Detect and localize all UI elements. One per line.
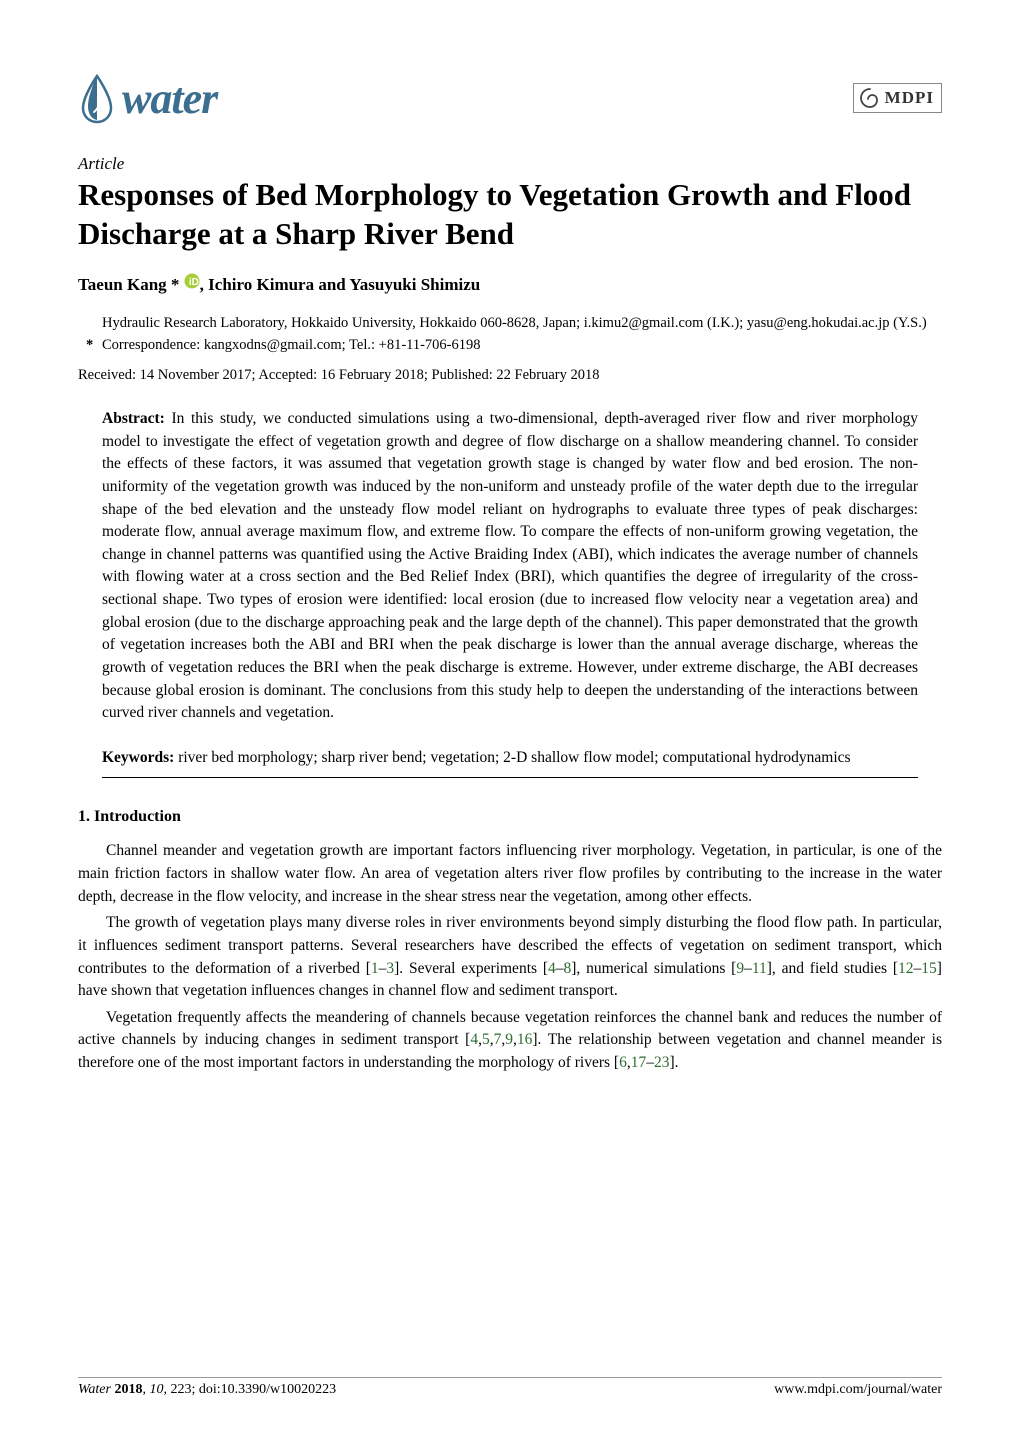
ref-link[interactable]: 4: [470, 1031, 478, 1048]
p3-text-i: ].: [669, 1054, 678, 1071]
ref-link[interactable]: 15: [921, 960, 937, 977]
p2-text-d: –: [556, 960, 564, 977]
article-type-label: Article: [78, 154, 942, 174]
abstract-block: Abstract: In this study, we conducted si…: [78, 408, 942, 725]
svg-text:iD: iD: [189, 277, 199, 288]
journal-logo: water: [78, 72, 217, 124]
ref-link[interactable]: 17: [631, 1054, 647, 1071]
author-1: Taeun Kang *: [78, 275, 179, 294]
mdpi-swirl-icon: [859, 87, 881, 109]
intro-para-3: Vegetation frequently affects the meande…: [78, 1007, 942, 1075]
keywords-label: Keywords:: [102, 749, 174, 766]
p2-text-g: ], and field studies [: [767, 960, 898, 977]
correspondence-text: Correspondence: kangxodns@gmail.com; Tel…: [102, 337, 481, 353]
ref-link[interactable]: 5: [482, 1031, 490, 1048]
p2-text-c: ]. Several experiments [: [394, 960, 548, 977]
keywords-block: Keywords: river bed morphology; sharp ri…: [78, 747, 942, 770]
page-footer: Water 2018, 10, 223; doi:10.3390/w100202…: [78, 1377, 942, 1398]
footer-year: 2018: [114, 1382, 142, 1397]
p2-text-e: ], numerical simulations [: [571, 960, 736, 977]
footer-doi: , 223; doi:10.3390/w10020223: [163, 1382, 336, 1397]
authors-rest: , Ichiro Kimura and Yasuyuki Shimizu: [200, 275, 481, 294]
affiliation-block: Hydraulic Research Laboratory, Hokkaido …: [78, 313, 942, 356]
footer-right[interactable]: www.mdpi.com/journal/water: [774, 1382, 942, 1398]
authors-line: Taeun Kang * iD , Ichiro Kimura and Yasu…: [78, 274, 942, 295]
article-dates: Received: 14 November 2017; Accepted: 16…: [78, 367, 942, 384]
ref-link[interactable]: 9: [505, 1031, 513, 1048]
separator-rule: [102, 777, 918, 778]
correspondence-line: * Correspondence: kangxodns@gmail.com; T…: [102, 335, 942, 355]
ref-link[interactable]: 23: [654, 1054, 670, 1071]
keywords-text: river bed morphology; sharp river bend; …: [174, 749, 850, 766]
publisher-name: MDPI: [885, 88, 934, 108]
intro-para-2: The growth of vegetation plays many dive…: [78, 912, 942, 1003]
ref-link[interactable]: 6: [619, 1054, 627, 1071]
footer-left: Water 2018, 10, 223; doi:10.3390/w100202…: [78, 1382, 336, 1398]
abstract-label: Abstract:: [102, 410, 165, 427]
water-drop-icon: [78, 72, 116, 124]
p2-text-f: –: [744, 960, 752, 977]
p3-text-h: –: [646, 1054, 654, 1071]
ref-link[interactable]: 12: [898, 960, 914, 977]
intro-para-1: Channel meander and vegetation growth ar…: [78, 840, 942, 908]
ref-link[interactable]: 4: [548, 960, 556, 977]
ref-link[interactable]: 16: [517, 1031, 533, 1048]
footer-journal: Water: [78, 1382, 114, 1397]
ref-link[interactable]: 9: [736, 960, 744, 977]
correspondence-star: *: [86, 335, 93, 355]
article-title: Responses of Bed Morphology to Vegetatio…: [78, 176, 942, 254]
ref-link[interactable]: 1: [371, 960, 379, 977]
publisher-logo: MDPI: [853, 83, 942, 113]
section-1-heading: 1. Introduction: [78, 808, 942, 826]
ref-link[interactable]: 3: [386, 960, 394, 977]
affiliation-text: Hydraulic Research Laboratory, Hokkaido …: [102, 313, 942, 333]
abstract-text: In this study, we conducted simulations …: [102, 410, 918, 721]
orcid-icon: iD: [184, 273, 200, 289]
footer-volume: 10: [149, 1382, 163, 1397]
ref-link[interactable]: 11: [752, 960, 767, 977]
header-row: water MDPI: [78, 72, 942, 124]
journal-name: water: [122, 73, 217, 124]
